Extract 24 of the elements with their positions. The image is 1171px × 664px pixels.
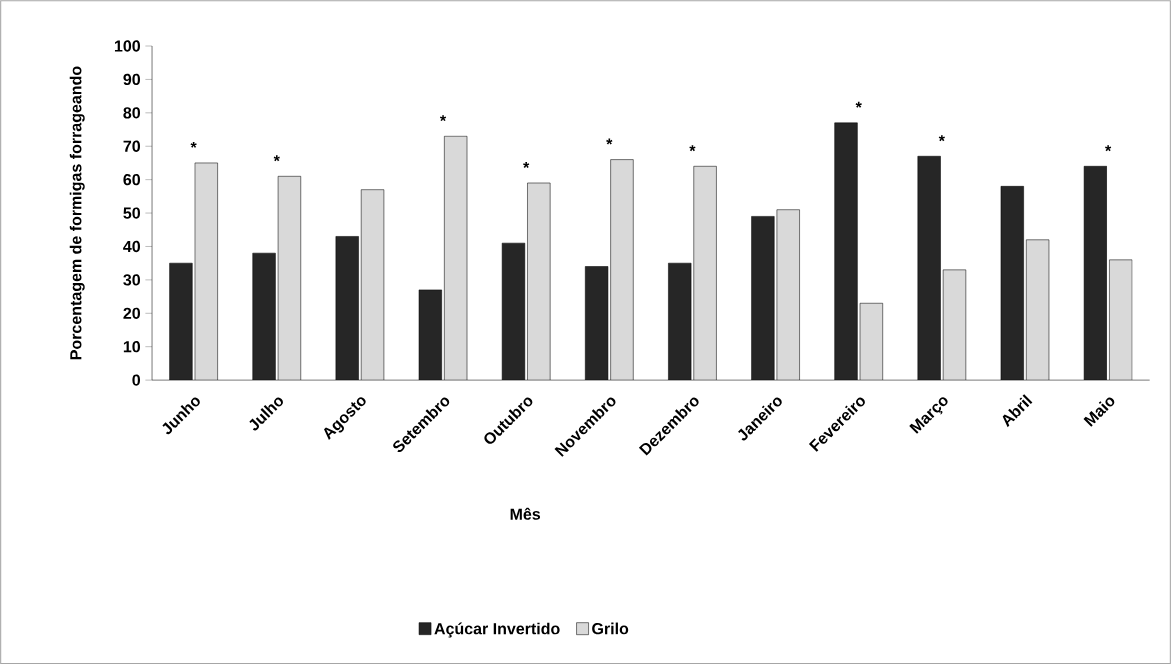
annotation: *: [938, 135, 945, 142]
y-tick-label: 100: [114, 40, 140, 52]
y-tick-label: 80: [123, 107, 140, 119]
y-axis-title: Porcentagem de formigas forrageando: [69, 66, 85, 360]
annotation: *: [689, 145, 696, 152]
legend-label: Grilo: [592, 622, 629, 635]
annotation: *: [523, 161, 530, 168]
y-tick-label: 10: [123, 340, 140, 353]
annotation: *: [273, 155, 280, 162]
annotation: *: [1105, 145, 1112, 152]
y-tick-label: 40: [123, 240, 140, 253]
annotation: *: [190, 141, 197, 148]
y-tick-label: 0: [132, 374, 141, 386]
y-tick-label: 30: [123, 274, 140, 286]
y-tick-label: 60: [123, 173, 140, 186]
x-axis-title: Mês: [510, 507, 541, 520]
annotation: *: [439, 115, 447, 122]
y-tick-label: 70: [123, 140, 140, 152]
y-tick-label: 90: [123, 73, 140, 85]
annotation: *: [855, 101, 862, 108]
legend-label: Açúcar Invertido: [434, 622, 560, 638]
annotation: *: [606, 138, 613, 145]
y-tick-label: 50: [123, 207, 140, 219]
y-tick-label: 20: [123, 307, 140, 319]
